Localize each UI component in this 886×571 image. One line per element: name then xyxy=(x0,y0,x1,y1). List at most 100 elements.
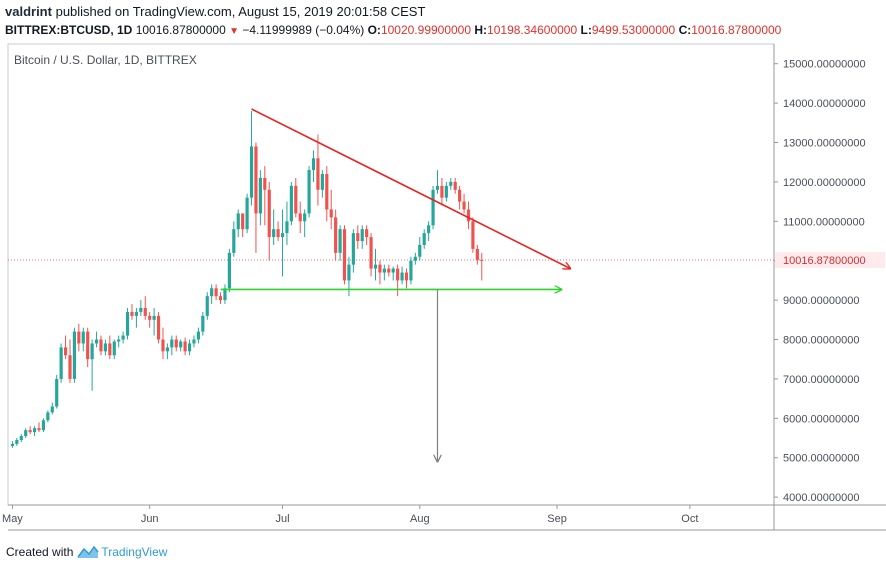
candle-up xyxy=(152,307,156,336)
candle-body xyxy=(55,378,59,407)
candle-down xyxy=(334,209,338,261)
candle-body xyxy=(143,307,147,316)
candle-body xyxy=(338,229,342,253)
candle-down xyxy=(458,185,462,210)
down-triangle-icon: ▼ xyxy=(229,26,240,37)
candle-down xyxy=(263,166,267,226)
candle-body xyxy=(360,229,364,242)
candle-up xyxy=(249,110,254,206)
candle-body xyxy=(148,315,152,320)
candle-down xyxy=(37,422,41,433)
price-tick-label: 6000.00000000 xyxy=(783,413,859,425)
candle-down xyxy=(183,337,187,356)
author-name[interactable]: valdrint xyxy=(5,4,52,19)
candle-body xyxy=(276,229,280,238)
candle-body xyxy=(396,268,400,281)
candle-body xyxy=(480,259,484,261)
candle-down xyxy=(466,201,471,230)
candle-down xyxy=(148,311,152,328)
candle-body xyxy=(210,288,214,297)
candle-down xyxy=(453,177,457,194)
candle-body xyxy=(307,170,311,214)
candle-body xyxy=(99,339,103,352)
candle-body xyxy=(117,339,121,342)
candle-down xyxy=(254,142,258,253)
candle-down xyxy=(378,260,382,285)
candle-body xyxy=(365,229,369,238)
candle-body xyxy=(387,268,391,273)
candle-body xyxy=(289,185,293,222)
candle-body xyxy=(466,209,471,222)
candle-body xyxy=(418,244,422,257)
candle-up xyxy=(179,339,183,352)
candle-up xyxy=(258,170,262,226)
price-tick-label: 7000.00000000 xyxy=(783,374,859,386)
candle-up xyxy=(55,374,59,409)
candle-body xyxy=(50,406,54,413)
time-axis: May Jun Jul Aug Sep Oct xyxy=(2,505,698,525)
candle-body xyxy=(325,174,329,210)
candle-body xyxy=(444,185,448,198)
candle-up xyxy=(134,307,138,328)
candle-body xyxy=(201,315,205,332)
candle-down xyxy=(130,304,134,320)
candle-down xyxy=(387,264,391,277)
candle-up xyxy=(307,166,311,218)
descending-resistance-line xyxy=(251,108,571,269)
candle-body xyxy=(458,189,462,202)
candle-body xyxy=(72,331,77,379)
candle-body xyxy=(427,225,431,234)
candle-up xyxy=(272,209,276,245)
candle-body xyxy=(24,430,28,437)
candle-up xyxy=(32,426,37,437)
candle-body xyxy=(236,213,240,230)
footer: Created with TradingView xyxy=(6,545,167,559)
candle-body xyxy=(41,420,46,431)
candle-body xyxy=(10,443,15,446)
candle-up xyxy=(121,331,125,344)
candle-body xyxy=(382,268,386,273)
candle-up xyxy=(285,201,289,245)
candle-up xyxy=(232,221,236,257)
candle-down xyxy=(77,323,81,352)
time-tick-label: Oct xyxy=(681,513,698,525)
candle-body xyxy=(232,229,236,253)
candle-body xyxy=(179,341,183,348)
candle-body xyxy=(15,439,19,444)
candle-up xyxy=(50,402,54,415)
tradingview-logo-icon xyxy=(77,545,99,558)
price-tick-label: 4000.00000000 xyxy=(783,492,859,504)
candle-down xyxy=(174,335,178,352)
price-tick-label: 11000.00000000 xyxy=(783,216,865,228)
candle-up xyxy=(422,229,426,249)
candle-up xyxy=(400,266,404,285)
candle-up xyxy=(201,311,205,336)
candle-body xyxy=(214,288,218,297)
candle-body xyxy=(303,213,307,222)
candle-up xyxy=(382,264,386,281)
candle-body xyxy=(241,213,245,230)
candle-body xyxy=(103,343,108,352)
candle-body xyxy=(170,339,174,348)
candle-down xyxy=(28,426,32,435)
candle-body xyxy=(413,256,417,261)
candle-down xyxy=(161,327,165,360)
candle-body xyxy=(68,355,72,379)
candle-up xyxy=(10,441,15,448)
candle-body xyxy=(462,201,466,210)
tradingview-brand[interactable]: TradingView xyxy=(101,545,168,559)
candle-body xyxy=(258,177,262,214)
candle-up xyxy=(227,248,231,293)
low-value: 9499.53000000 xyxy=(591,23,676,37)
candle-up xyxy=(303,209,307,238)
candle-down xyxy=(462,193,466,214)
candle-down xyxy=(241,213,245,238)
candle-up xyxy=(289,181,293,226)
candle-body xyxy=(254,146,258,214)
candle-body xyxy=(245,197,249,230)
created-with-text: Created with xyxy=(6,545,74,559)
candle-down xyxy=(214,284,218,301)
candle-up xyxy=(170,335,174,356)
high-label: H: xyxy=(474,23,488,37)
